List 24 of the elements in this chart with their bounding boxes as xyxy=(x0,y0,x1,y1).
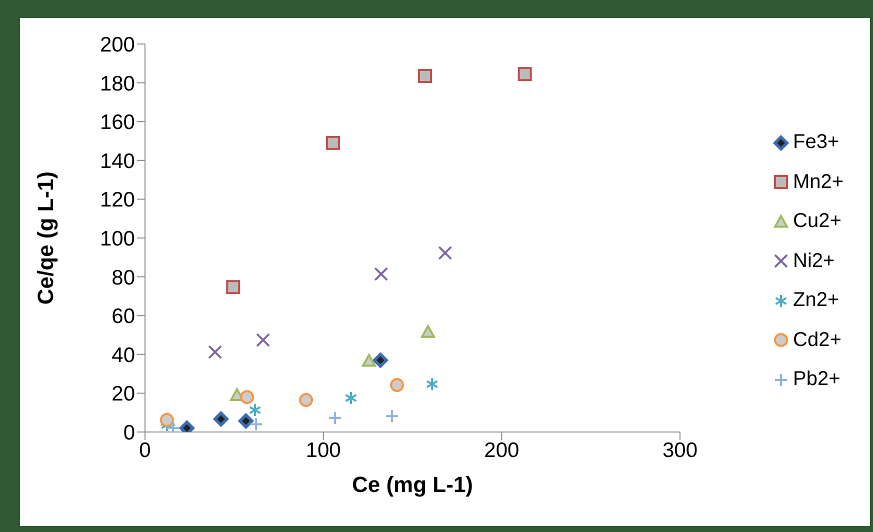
x-tick-label: 200 xyxy=(484,438,520,462)
y-tick-label: 100 xyxy=(100,227,135,250)
legend-label: Fe3+ xyxy=(793,131,840,154)
y-tick-label: 160 xyxy=(100,111,135,134)
x-tick-label: 100 xyxy=(306,438,341,462)
y-tick-label: 40 xyxy=(112,344,135,367)
y-tick-label: 80 xyxy=(112,266,135,290)
y-tick-label: 0 xyxy=(123,421,135,444)
legend-label: Cd2+ xyxy=(793,328,842,352)
y-tick-label: 140 xyxy=(100,150,135,173)
legend-label: Zn2+ xyxy=(793,289,840,312)
y-tick-label: 60 xyxy=(112,305,135,328)
x-tick-label: 0 xyxy=(139,438,151,462)
legend-label: Cu2+ xyxy=(793,210,842,234)
legend-label: Pb2+ xyxy=(793,368,840,392)
y-tick-label: 200 xyxy=(100,33,135,56)
y-tick-label: 180 xyxy=(100,72,135,96)
y-tick-label: 20 xyxy=(112,382,135,406)
y-tick-label: 120 xyxy=(100,188,135,212)
x-axis-title: Ce (mg L-1) xyxy=(352,472,473,497)
y-axis-title: Ce/qe (g L-1) xyxy=(32,171,58,305)
x-tick-label: 300 xyxy=(662,438,698,462)
legend-label: Mn2+ xyxy=(793,170,844,194)
legend-label: Ni2+ xyxy=(793,250,835,273)
